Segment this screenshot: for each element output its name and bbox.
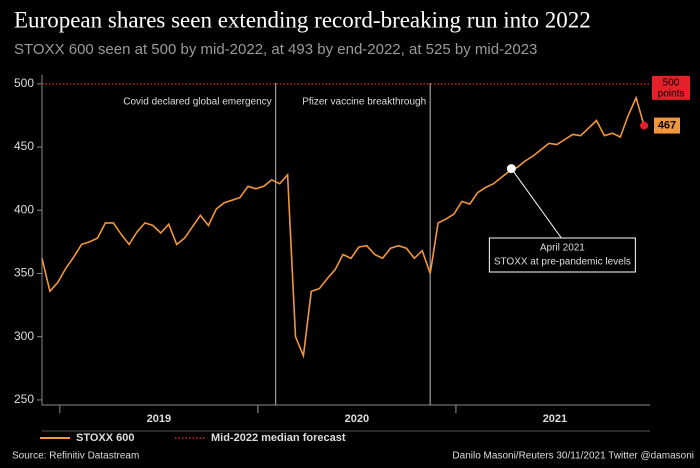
last-point: [640, 121, 649, 130]
x-tick-label: 2021: [543, 413, 567, 425]
last-value-label: 467: [658, 119, 676, 131]
source: Source: Refinitiv Datastream: [12, 451, 139, 462]
chart-title: European shares seen extending record-br…: [14, 7, 591, 32]
y-tick-label: 300: [14, 329, 34, 343]
credit: Danilo Masoni/Reuters 30/11/2021 Twitter…: [452, 451, 694, 462]
y-tick-label: 400: [14, 202, 34, 216]
last-value-badge: [654, 117, 680, 134]
forecast-label: 500: [663, 77, 680, 88]
callout-leader: [510, 168, 562, 239]
y-tick-label: 500: [14, 76, 34, 90]
y-tick-label: 450: [14, 139, 34, 153]
legend-label: Mid-2022 median forecast: [211, 432, 346, 444]
callout-text: STOXX at pre-pandemic levels: [494, 257, 631, 268]
x-tick-label: 2020: [345, 413, 369, 425]
legend-label: STOXX 600: [76, 432, 135, 444]
y-tick-label: 250: [14, 392, 34, 406]
callout-dot: [506, 164, 516, 174]
y-tick-label: 350: [14, 266, 34, 280]
event-label: Pfizer vaccine breakthrough: [302, 97, 426, 108]
chart-subtitle: STOXX 600 seen at 500 by mid-2022, at 49…: [14, 41, 537, 58]
event-label: Covid declared global emergency: [123, 97, 271, 108]
forecast-badge: [652, 75, 690, 100]
series-line: [41, 95, 645, 359]
callout-text: April 2021: [540, 243, 585, 254]
callout-box: [488, 237, 636, 273]
x-tick-label: 2019: [147, 413, 171, 425]
forecast-label: points: [658, 88, 685, 99]
